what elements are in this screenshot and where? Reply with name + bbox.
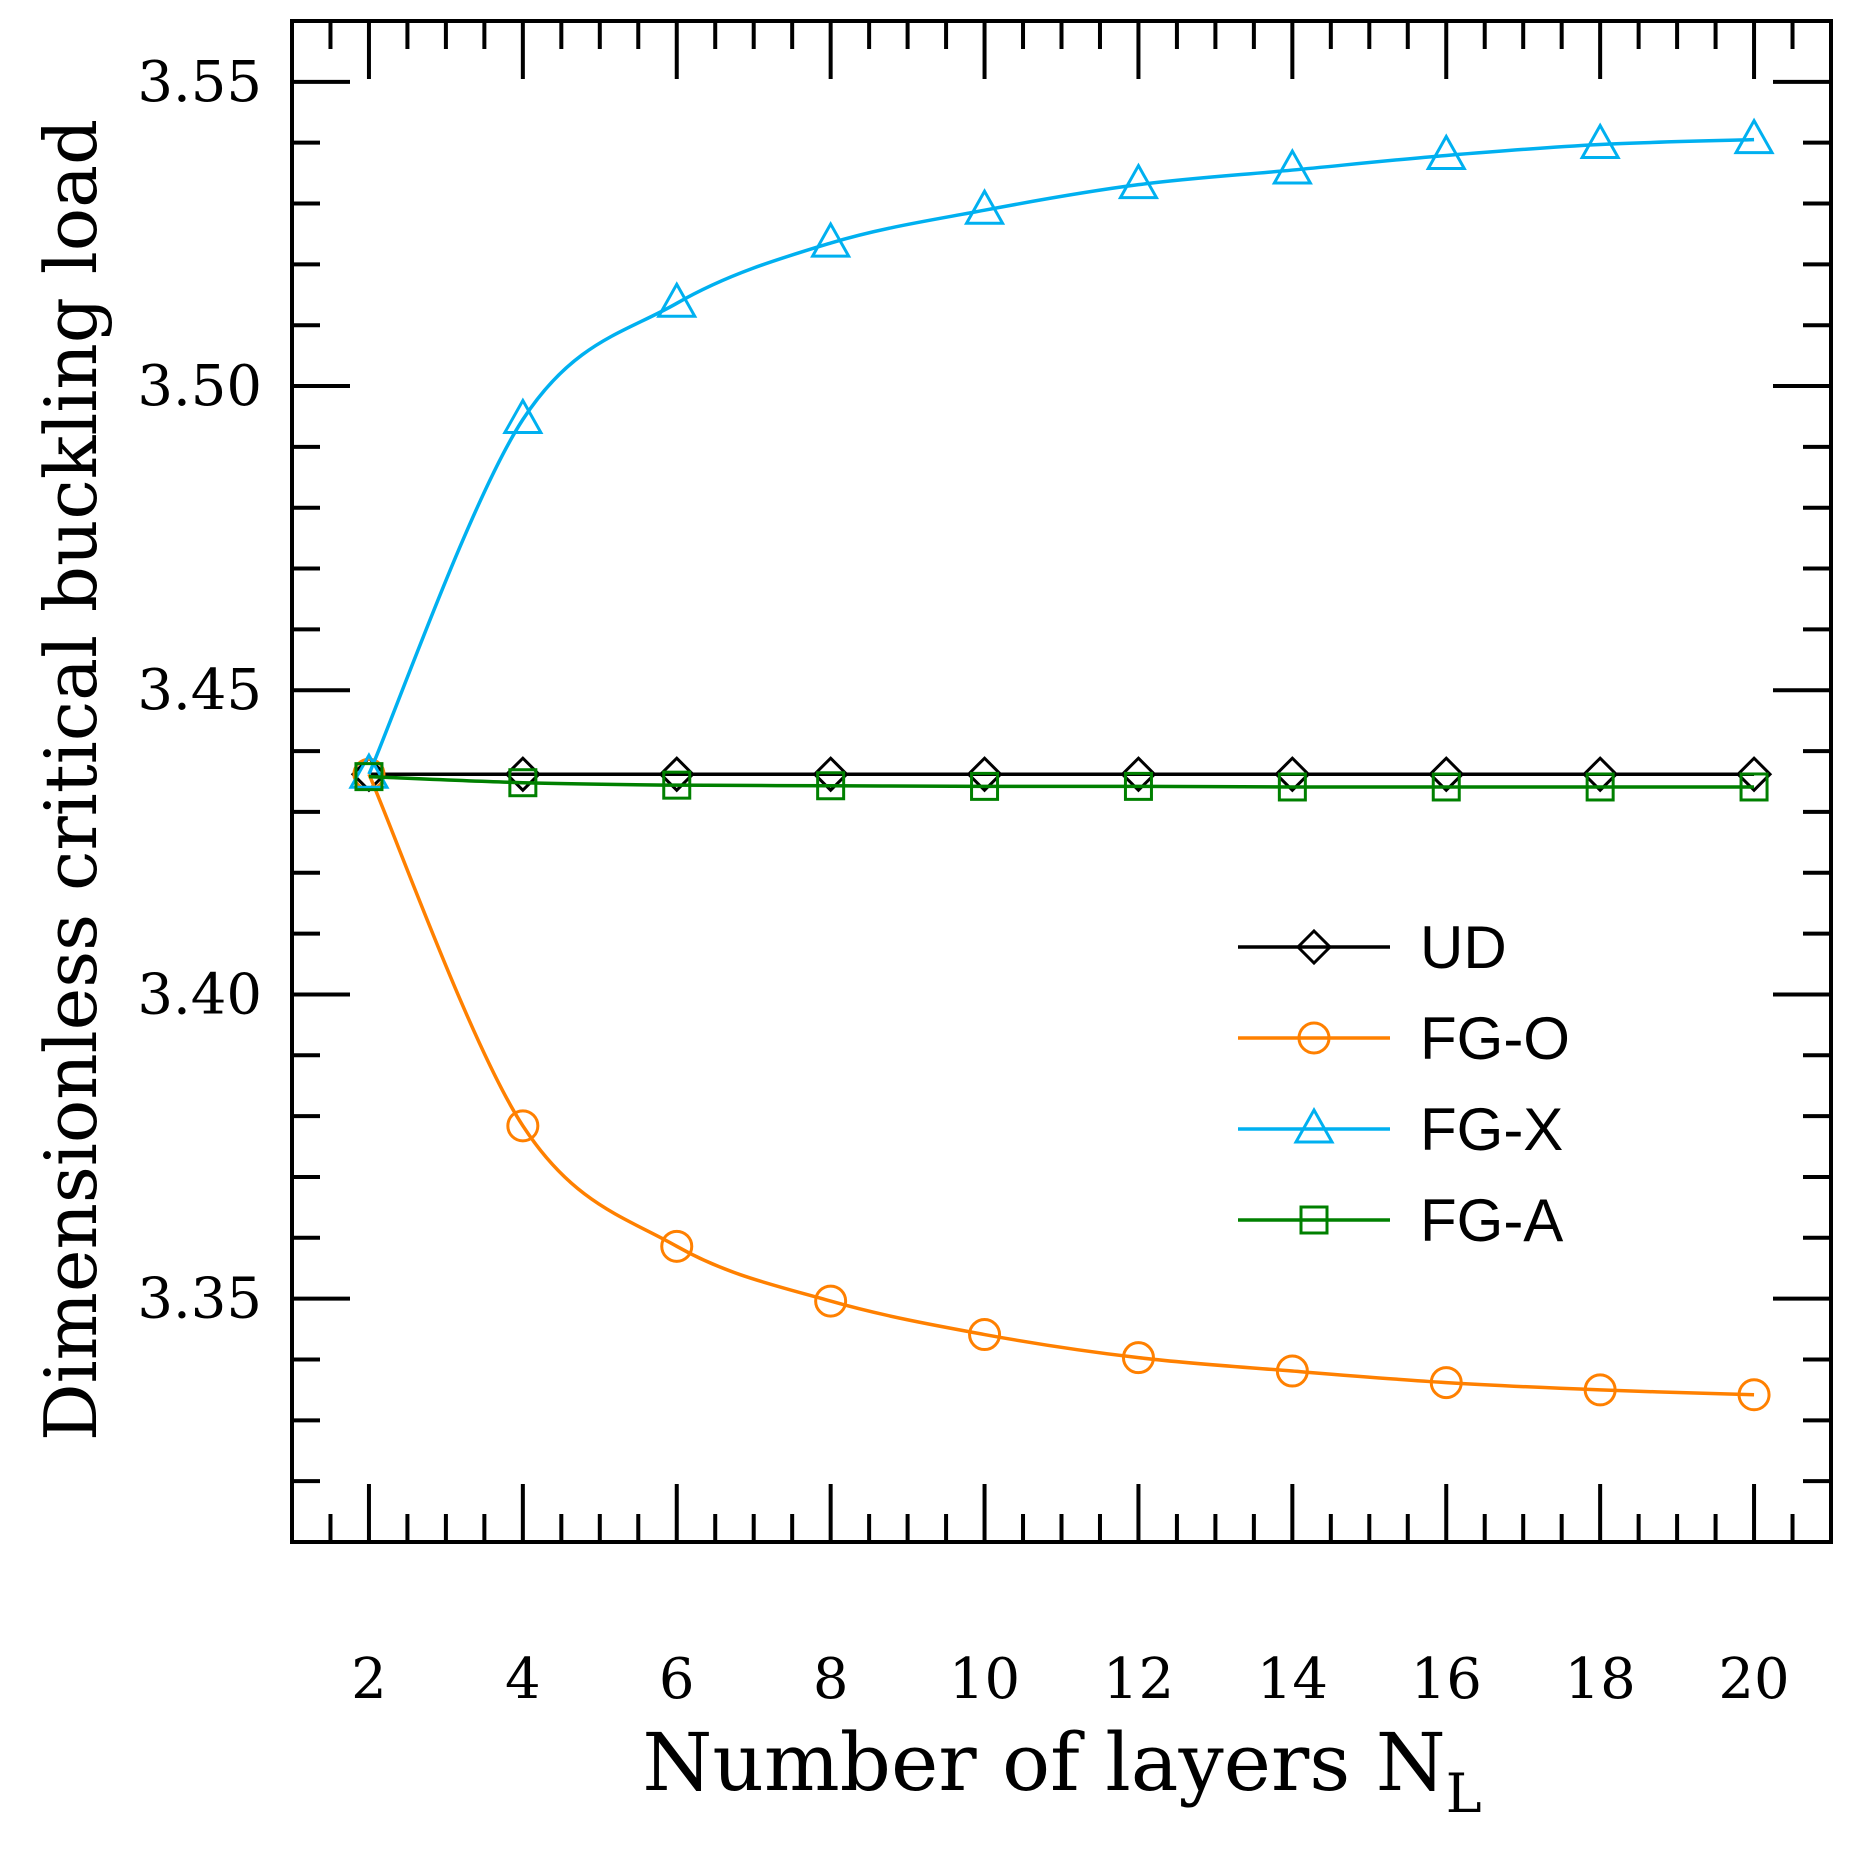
y-axis-label: Dimensionless critical buckling load bbox=[29, 119, 113, 1441]
data-point bbox=[1735, 756, 1773, 793]
legend: UD FG-O FG-X FG-A bbox=[1238, 914, 1570, 1254]
x-axis-label-subscript: L bbox=[1446, 1762, 1482, 1825]
data-point bbox=[508, 768, 538, 798]
legend-label: FG-O bbox=[1420, 1005, 1570, 1072]
data-point bbox=[1121, 1341, 1155, 1375]
series-fg-a bbox=[354, 762, 1769, 802]
series-ud bbox=[350, 756, 1773, 793]
data-point bbox=[1277, 772, 1307, 802]
y-tick-label: 3.35 bbox=[137, 1267, 262, 1332]
x-tick-labels: 2 4 6 8 10 12 14 16 18 20 bbox=[351, 1647, 1790, 1712]
data-point bbox=[502, 397, 544, 435]
data-point bbox=[1431, 772, 1461, 802]
legend-item-ud: UD bbox=[1238, 914, 1507, 981]
data-point bbox=[1123, 771, 1153, 801]
series-fg-x bbox=[348, 117, 1775, 789]
legend-label: UD bbox=[1420, 914, 1507, 981]
data-point bbox=[968, 1318, 1002, 1352]
data-point bbox=[348, 752, 390, 789]
legend-marker bbox=[1293, 1106, 1335, 1144]
data-point bbox=[1585, 772, 1615, 802]
data-point bbox=[1737, 1378, 1771, 1412]
y-tick-label: 3.40 bbox=[137, 962, 262, 1027]
x-tick-label: 8 bbox=[813, 1647, 849, 1712]
data-point bbox=[1579, 122, 1621, 160]
data-point bbox=[816, 771, 846, 801]
data-point bbox=[662, 770, 692, 800]
legend-item-fg-a: FG-A bbox=[1238, 1187, 1563, 1254]
data-point bbox=[814, 1284, 848, 1318]
data-point bbox=[1117, 162, 1160, 200]
data-point bbox=[970, 771, 1000, 801]
legend-marker bbox=[1295, 928, 1333, 966]
legend-item-fg-x: FG-X bbox=[1238, 1096, 1563, 1163]
data-point bbox=[1425, 133, 1467, 170]
x-tick-label: 16 bbox=[1411, 1647, 1482, 1712]
data-point bbox=[660, 1229, 694, 1263]
legend-marker bbox=[1299, 1205, 1329, 1235]
x-tick-label: 4 bbox=[505, 1647, 541, 1712]
y-tick-label: 3.55 bbox=[137, 50, 262, 115]
legend-item-fg-o: FG-O bbox=[1238, 1005, 1570, 1072]
axis-ticks bbox=[290, 19, 1833, 1544]
data-point bbox=[658, 756, 695, 793]
data-point bbox=[1120, 756, 1157, 793]
x-tick-label: 14 bbox=[1257, 1647, 1328, 1712]
data-point bbox=[966, 756, 1003, 793]
data-point bbox=[506, 1109, 540, 1143]
data-point bbox=[1275, 1354, 1309, 1388]
x-tick-label: 20 bbox=[1718, 1647, 1789, 1712]
series-line bbox=[367, 137, 1755, 775]
x-tick-label: 12 bbox=[1103, 1647, 1174, 1712]
data-point bbox=[810, 221, 852, 258]
data-point bbox=[812, 756, 849, 793]
x-axis-label-main: Number of layers N bbox=[642, 1716, 1445, 1809]
x-tick-label: 18 bbox=[1565, 1647, 1636, 1712]
data-point bbox=[1271, 147, 1313, 185]
x-axis-label: Number of layers NL bbox=[642, 1716, 1481, 1825]
data-point bbox=[354, 762, 384, 792]
data-series bbox=[348, 117, 1775, 1412]
x-tick-label: 6 bbox=[659, 1647, 695, 1712]
series-line bbox=[368, 774, 1755, 789]
y-tick-labels: 3.35 3.40 3.45 3.50 3.55 bbox=[137, 50, 262, 1332]
legend-label: FG-A bbox=[1420, 1187, 1563, 1254]
data-point bbox=[1582, 756, 1619, 793]
data-point bbox=[963, 188, 1006, 225]
data-point bbox=[1733, 117, 1775, 155]
y-tick-label: 3.50 bbox=[137, 354, 262, 419]
data-point bbox=[1583, 1373, 1617, 1407]
series-line bbox=[367, 773, 1755, 1397]
data-point bbox=[1739, 772, 1769, 802]
x-tick-label: 2 bbox=[351, 1647, 387, 1712]
legend-marker bbox=[1297, 1021, 1331, 1055]
x-tick-label: 10 bbox=[949, 1647, 1020, 1712]
data-point bbox=[1429, 1366, 1463, 1400]
y-tick-label: 3.45 bbox=[137, 658, 262, 723]
data-point bbox=[1428, 756, 1465, 793]
series-fg-o bbox=[352, 757, 1771, 1412]
data-point bbox=[1274, 756, 1311, 793]
legend-label: FG-X bbox=[1420, 1096, 1563, 1163]
data-point bbox=[656, 281, 698, 318]
